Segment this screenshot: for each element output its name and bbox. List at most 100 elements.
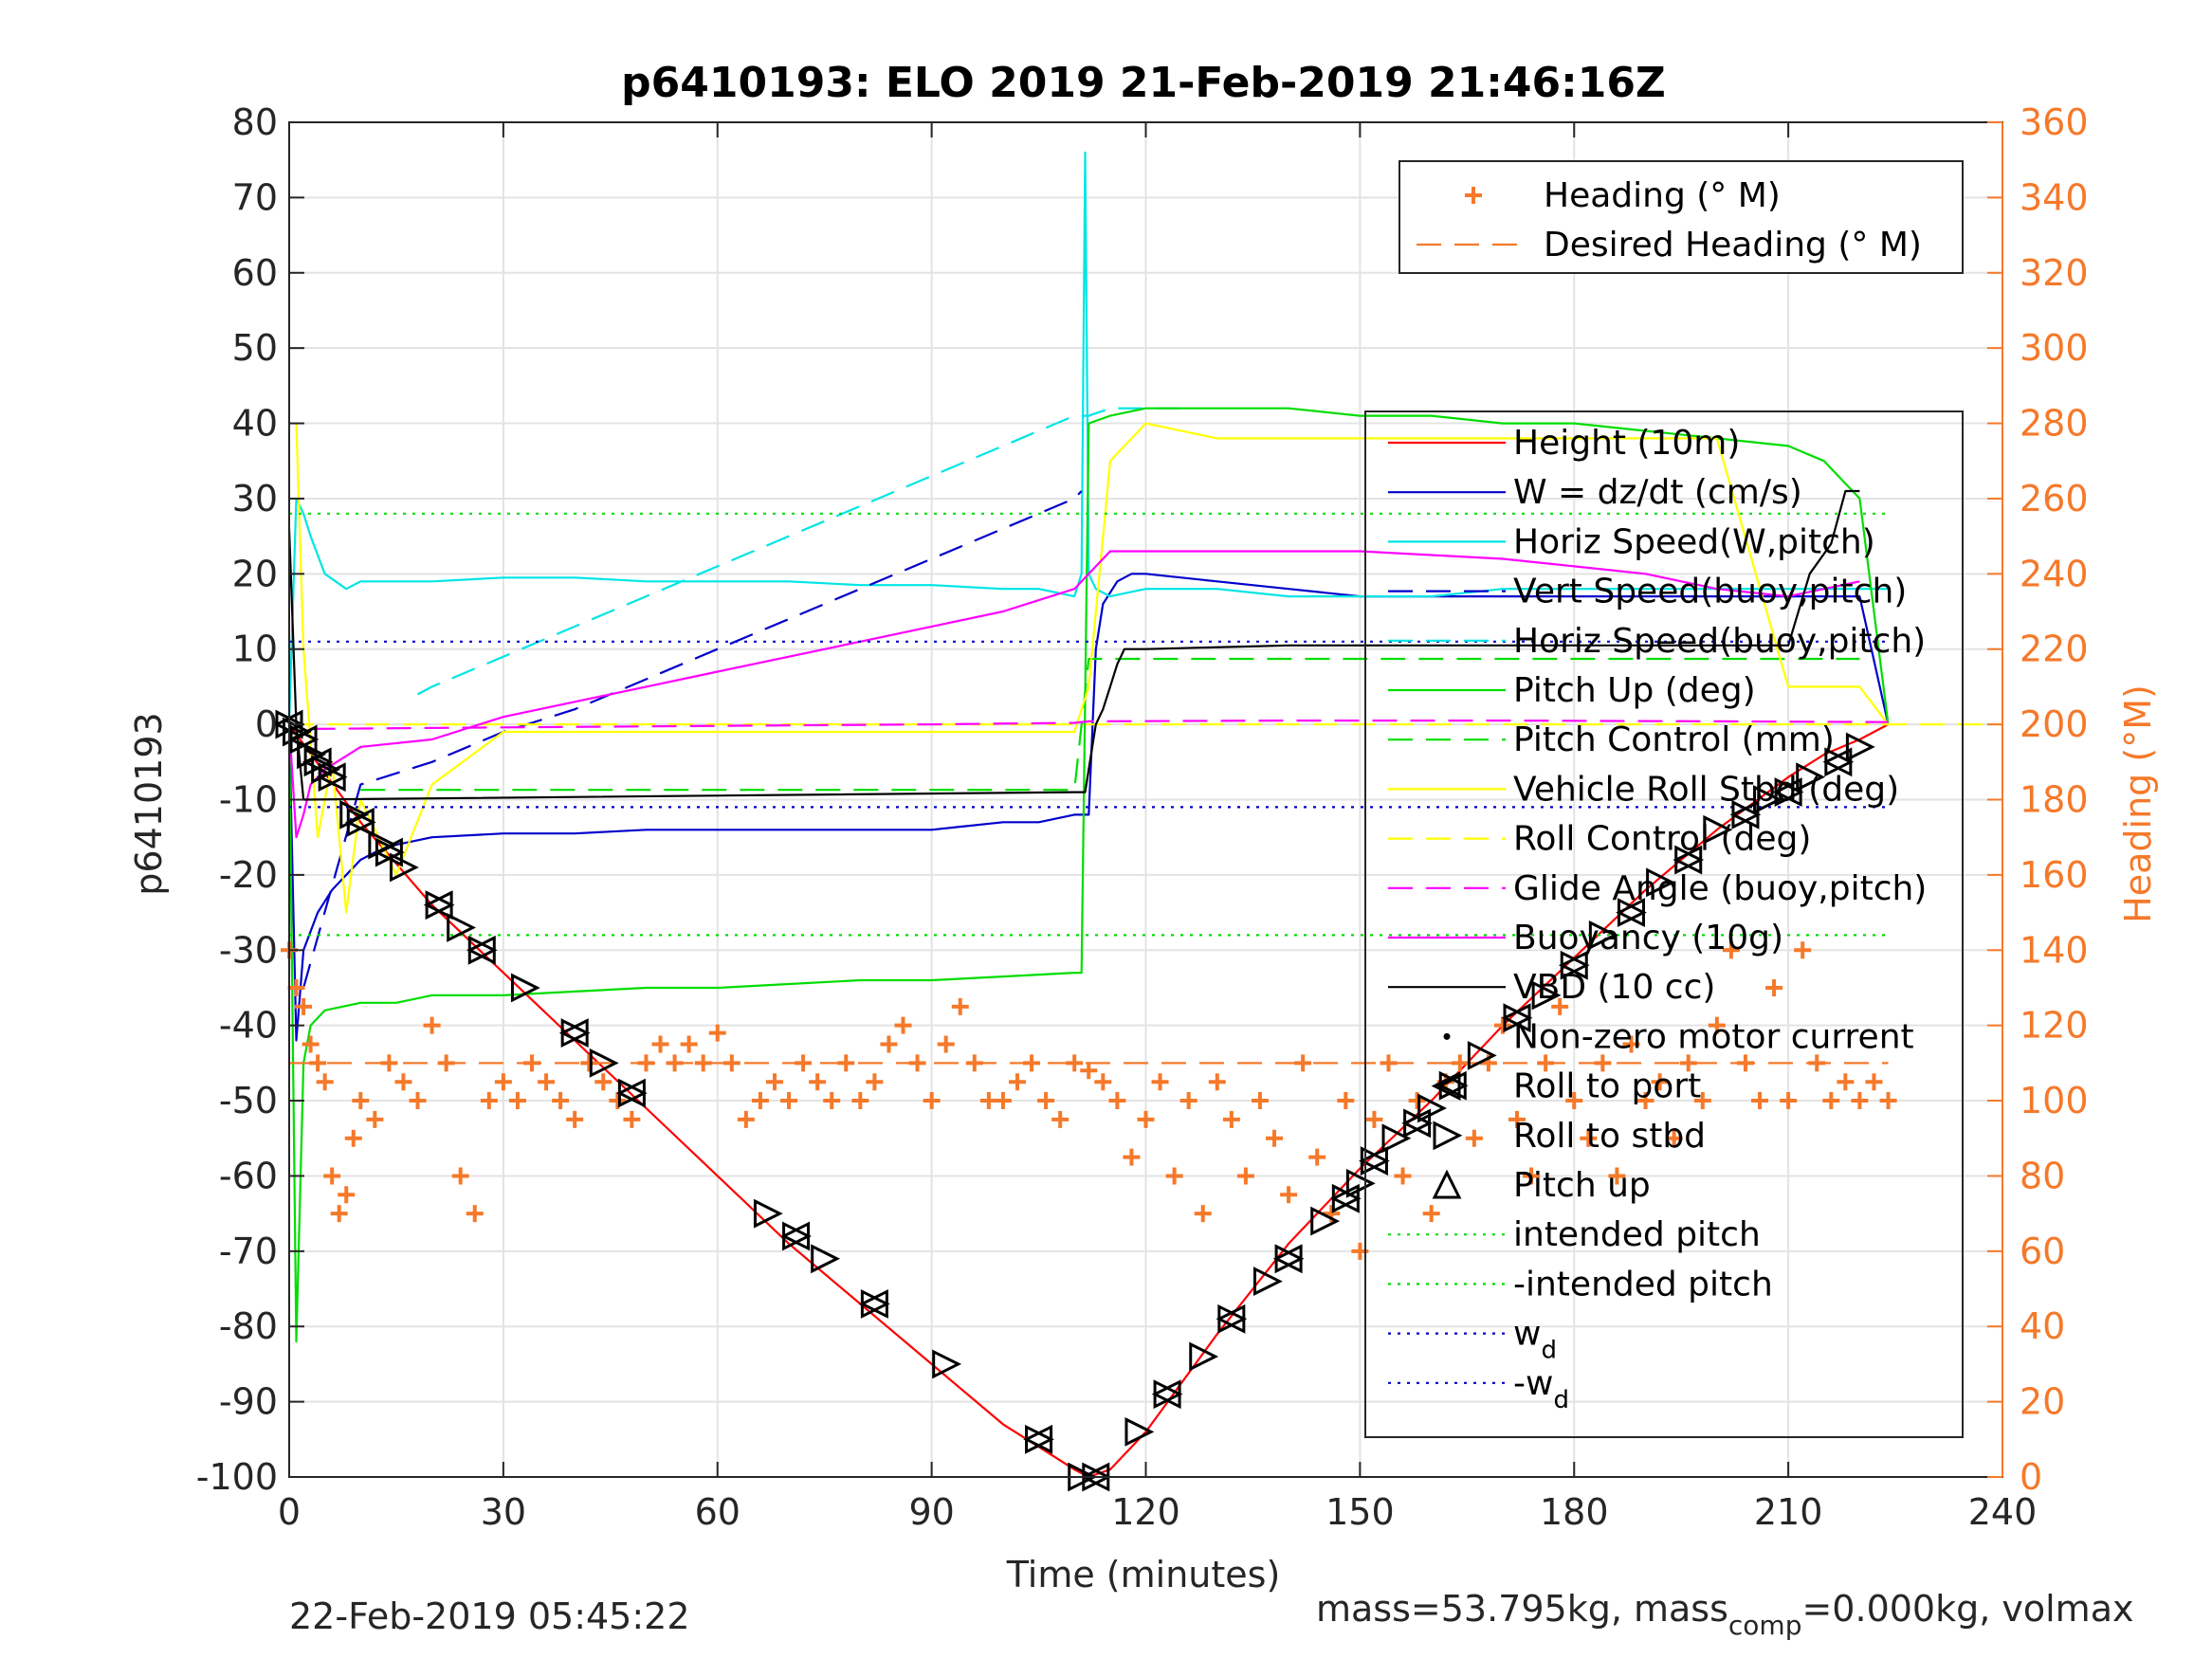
legend-label: Roll to port [1513,1067,1701,1106]
y-tick-label: 80 [232,101,278,143]
heading-point [1408,1092,1426,1110]
footer-mass: mass=53.795kg, masscomp=0.000kg, volmax [1316,1588,2133,1641]
legend-swatch [1433,1121,1463,1151]
x-tick-label: 120 [1111,1491,1180,1533]
roll-to-stbd-marker [932,1349,962,1379]
x-axis-label: Time (minutes) [1006,1554,1281,1595]
y-axis-label: p6410193 [128,712,170,895]
event-marker [1124,1416,1155,1447]
heading-point [1794,941,1812,959]
footer-date: 22-Feb-2019 05:45:22 [289,1595,690,1637]
event-marker [1772,777,1804,807]
legend-entry-horiz-speed-buoy-pitch-4: Horiz Speed(buoy,pitch) [1388,622,1926,661]
heading-point [937,1035,955,1053]
heading-layer [281,941,1897,1260]
heading-point [1765,978,1783,996]
event-marker [1401,1108,1433,1139]
heading-point [1537,1054,1555,1072]
heading-point [338,1186,356,1204]
event-marker [1729,799,1762,830]
roll-to-port-marker [1272,1244,1303,1274]
heading-point [580,1054,598,1072]
heading-point [1708,1016,1726,1034]
heading-point [809,1073,827,1091]
right-tick-label: 60 [2020,1231,2065,1272]
series-horiz-speed-buoy-pitch [416,407,1182,696]
y-tick-label: -30 [219,929,278,971]
legend-heading: Heading (° M) Desired Heading (° M) [1398,160,1964,274]
footer-mass-sub: comp [1728,1610,1802,1641]
heading-point [623,1110,641,1128]
series-buoyancy-10g [287,550,1860,839]
roll-to-port-marker [374,837,403,867]
heading-point [979,1092,997,1110]
heading-point [494,1073,512,1091]
heading-point [965,1054,983,1072]
legend-swatch [1465,187,1482,204]
heading-point [466,1205,484,1223]
legend-entry-roll-to-port-13: Roll to port [1431,1067,1701,1106]
event-marker [1845,732,1875,762]
heading-point [1266,1129,1284,1147]
heading-point [1608,1167,1626,1185]
event-marker [589,1048,619,1078]
heading-point [1523,1167,1541,1185]
x-tick-label: 90 [908,1491,954,1533]
roll-to-stbd-marker [1531,980,1562,1011]
right-tick-label: 360 [2020,101,2089,143]
event-marker [1151,1379,1183,1410]
heading-point [309,1054,327,1072]
heading-point [1251,1092,1269,1110]
footer-mass-tail: =0.000kg, volmax [1801,1588,2133,1630]
legend-label: Pitch Control (mm) [1513,720,1835,759]
heading-point [366,1110,384,1128]
roll-to-stbd-marker [753,1198,783,1229]
heading-point [1023,1054,1041,1072]
right-tick-label: 0 [2020,1456,2042,1498]
x-tick-label: 150 [1325,1491,1395,1533]
right-tick-label: 40 [2020,1305,2065,1347]
heading-point [1594,1054,1612,1072]
roll-to-stbd-marker [1253,1267,1283,1297]
legend-label: VBD (10 cc) [1513,968,1715,1007]
heading-point [751,1092,769,1110]
legend-entry-w-dz-dt-cm-s-1: W = dz/dt (cm/s) [1388,473,1802,512]
y-tick-label: 50 [232,327,278,369]
roll-to-stbd-marker [447,913,477,942]
y-tick-label: -40 [219,1005,278,1047]
roll-to-port-marker [780,1221,811,1251]
y-tick-label: -90 [219,1381,278,1423]
event-marker [374,837,405,867]
roll-to-stbd-marker [1703,814,1733,845]
legend-swatch [1431,1071,1461,1102]
y-tick-label: 0 [255,703,278,745]
legend-entry-pitch-up-15: Pitch up [1432,1166,1651,1205]
roll-to-port-marker [316,762,346,793]
roll-to-port-marker [558,1018,589,1048]
heading-point [1236,1167,1254,1185]
right-tick-label: 80 [2020,1155,2065,1196]
heading-point [508,1092,526,1110]
grid [288,121,2003,1478]
heading-point [851,1092,869,1110]
legend-label: Horiz Speed(buoy,pitch) [1513,622,1926,661]
heading-point [1008,1073,1026,1091]
x-tick-label: 0 [278,1491,301,1533]
heading-point [1208,1073,1226,1091]
event-marker [1359,1146,1390,1176]
roll-to-port-marker [1216,1304,1246,1334]
y-tick-label: 40 [232,403,278,445]
heading-point [1565,1092,1583,1110]
y-tick-label: -80 [219,1305,278,1347]
heading-point [1580,1129,1598,1147]
heading-point [1837,1073,1855,1091]
heading-point [908,1054,926,1072]
heading-point [1808,1054,1826,1072]
heading-point [1493,1016,1511,1034]
heading-point [1736,1054,1754,1072]
y-tick-label: 20 [232,553,278,594]
roll-to-port-marker [1729,799,1760,830]
roll-to-stbd-marker [860,1288,890,1319]
legend-label: wd [1513,1315,1557,1365]
legend-entry-intended-pitch-16: intended pitch [1388,1215,1761,1254]
